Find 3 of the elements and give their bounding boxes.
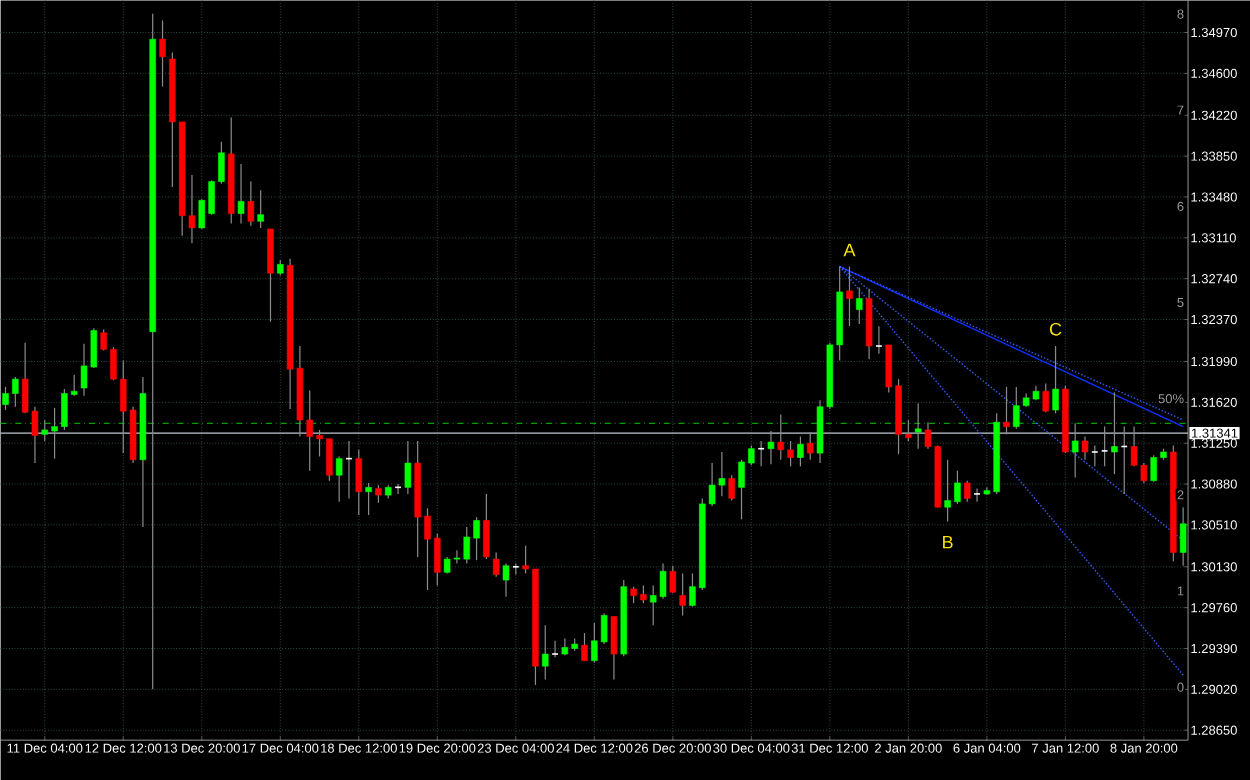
annotation: C	[1049, 322, 1062, 336]
annotation: B	[943, 535, 953, 549]
annotation: A	[843, 243, 856, 257]
